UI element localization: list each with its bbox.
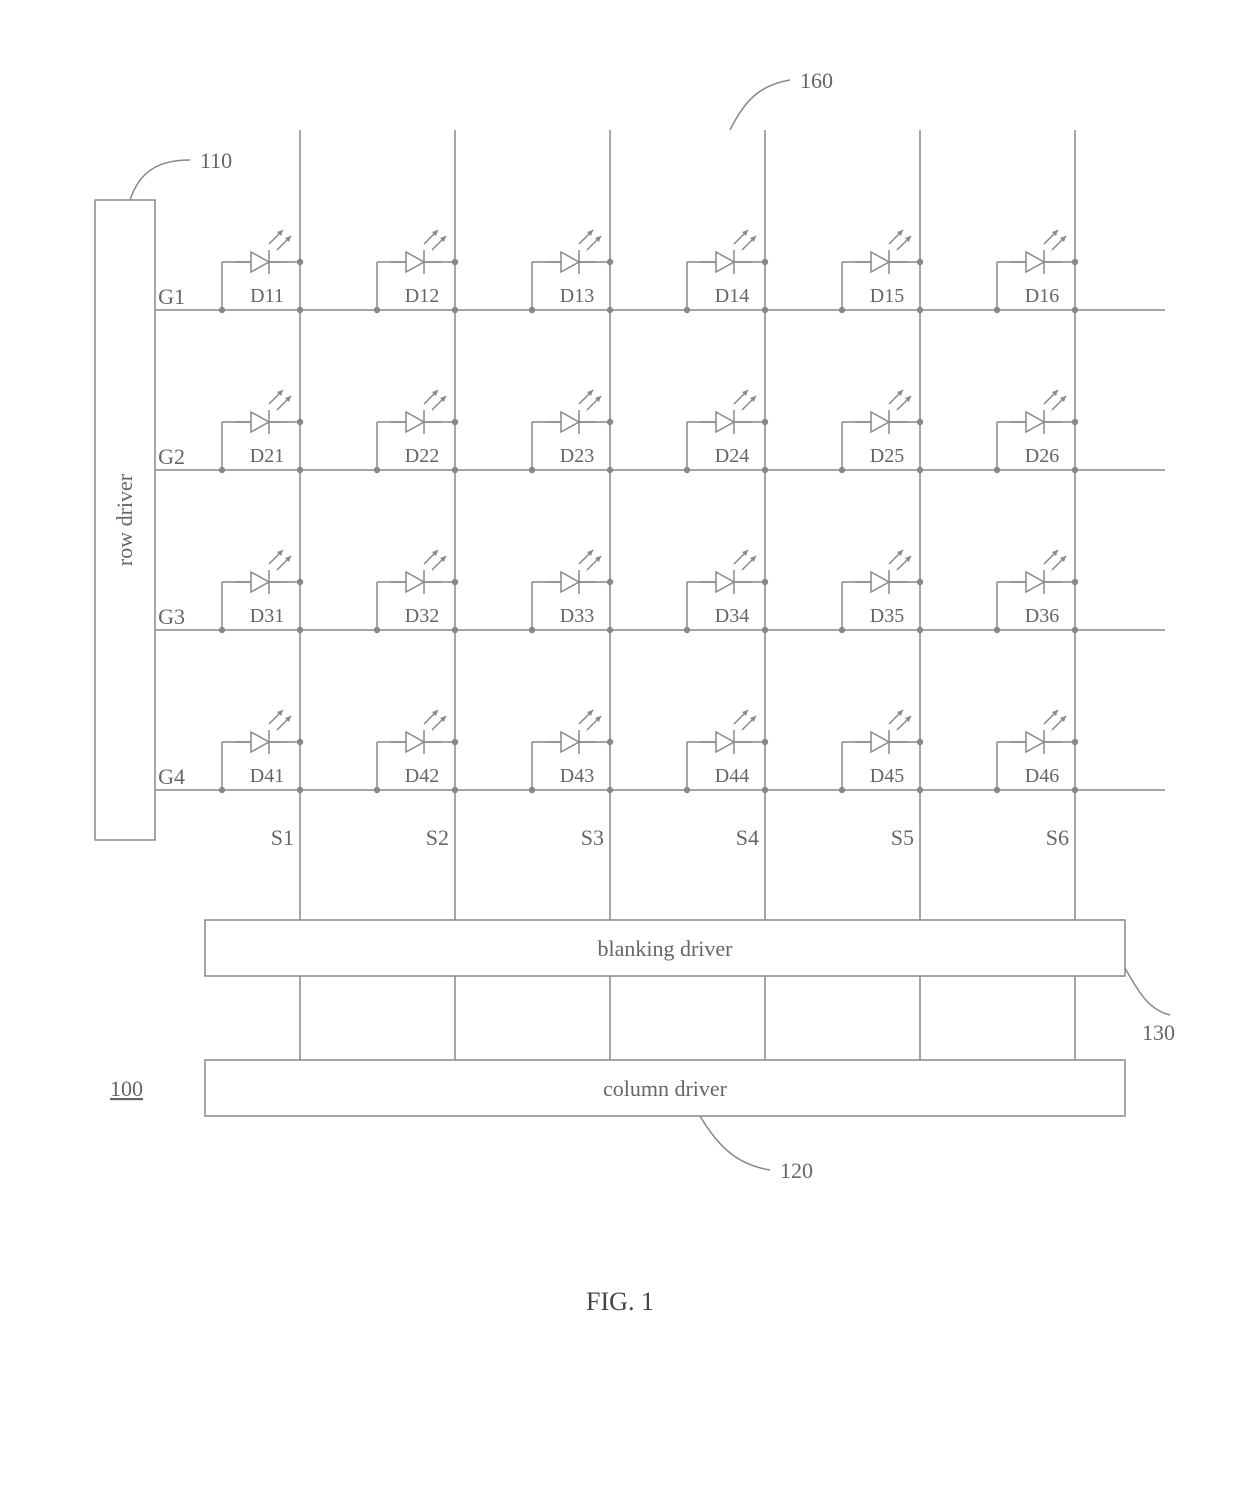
led-label-D33: D33 (560, 605, 594, 627)
callout-120: 120 (780, 1158, 813, 1183)
led-icon (545, 230, 601, 274)
led-label-D14: D14 (715, 285, 749, 307)
led-label-D22: D22 (405, 445, 439, 467)
figure-label: FIG. 1 (586, 1287, 654, 1316)
led-icon (235, 550, 291, 594)
led-label-D45: D45 (870, 765, 904, 787)
led-icon (855, 390, 911, 434)
col-label-4: S4 (736, 825, 759, 850)
led-icon (700, 710, 756, 754)
led-label-D11: D11 (250, 285, 284, 307)
row-driver-label: row driver (112, 473, 137, 566)
callout-110: 110 (200, 148, 232, 173)
led-label-D21: D21 (250, 445, 284, 467)
led-icon (700, 390, 756, 434)
row-label-3: G3 (158, 604, 185, 629)
blanking-driver-label: blanking driver (597, 936, 733, 961)
led-icon (390, 710, 446, 754)
led-label-D41: D41 (250, 765, 284, 787)
led-icon (235, 230, 291, 274)
led-icon (545, 710, 601, 754)
led-label-D32: D32 (405, 605, 439, 627)
callout-130-leader (1125, 968, 1170, 1015)
led-label-D43: D43 (560, 765, 594, 787)
led-icon (700, 550, 756, 594)
led-label-D44: D44 (715, 765, 749, 787)
led-label-D42: D42 (405, 765, 439, 787)
led-label-D25: D25 (870, 445, 904, 467)
col-label-6: S6 (1046, 825, 1069, 850)
led-icon (390, 230, 446, 274)
col-label-3: S3 (581, 825, 604, 850)
led-label-D23: D23 (560, 445, 594, 467)
led-label-D26: D26 (1025, 445, 1059, 467)
column-driver-label: column driver (603, 1076, 728, 1101)
led-icon (855, 230, 911, 274)
led-label-D46: D46 (1025, 765, 1059, 787)
led-icon (1010, 550, 1066, 594)
led-icon (700, 230, 756, 274)
led-icon (855, 710, 911, 754)
led-icon (545, 550, 601, 594)
led-icon (855, 550, 911, 594)
row-label-1: G1 (158, 284, 185, 309)
led-label-D34: D34 (715, 605, 749, 627)
col-label-2: S2 (426, 825, 449, 850)
led-icon (1010, 710, 1066, 754)
system-ref: 100 (110, 1076, 143, 1101)
led-icon (390, 550, 446, 594)
callout-160: 160 (800, 68, 833, 93)
led-icon (1010, 230, 1066, 274)
led-icon (1010, 390, 1066, 434)
diagram-canvas: row driver 110 blanking driver 130 colum… (0, 0, 1240, 1487)
callout-120-leader (700, 1116, 770, 1170)
callout-130: 130 (1142, 1020, 1175, 1045)
led-label-D16: D16 (1025, 285, 1059, 307)
led-label-D36: D36 (1025, 605, 1059, 627)
row-label-4: G4 (158, 764, 185, 789)
led-label-D24: D24 (715, 445, 749, 467)
row-label-2: G2 (158, 444, 185, 469)
led-icon (390, 390, 446, 434)
led-icon (545, 390, 601, 434)
led-label-D35: D35 (870, 605, 904, 627)
led-icon (235, 710, 291, 754)
callout-160-leader (730, 80, 790, 130)
led-label-D12: D12 (405, 285, 439, 307)
led-label-D13: D13 (560, 285, 594, 307)
led-icon (235, 390, 291, 434)
callout-110-leader (130, 160, 190, 200)
led-label-D15: D15 (870, 285, 904, 307)
col-label-5: S5 (891, 825, 914, 850)
led-label-D31: D31 (250, 605, 284, 627)
col-label-1: S1 (271, 825, 294, 850)
